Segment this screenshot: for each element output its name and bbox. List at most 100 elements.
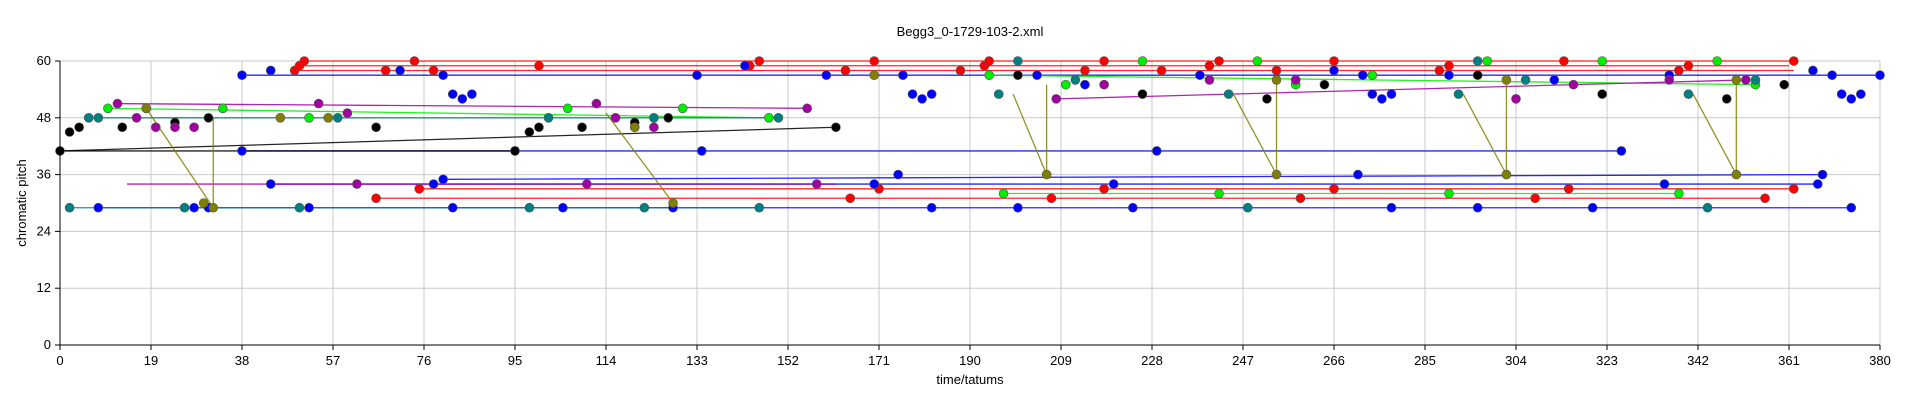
series-olive-point bbox=[668, 198, 678, 208]
series-purple-point bbox=[342, 108, 353, 118]
series-teal-point bbox=[332, 113, 343, 123]
series-red-point bbox=[1530, 193, 1540, 204]
series-blue-point bbox=[692, 70, 702, 80]
y-tick-label: 48 bbox=[37, 110, 51, 125]
series-blue-point bbox=[447, 202, 458, 213]
series-teal-point bbox=[1013, 56, 1023, 66]
chart-title: Begg3_0-1729-103-2.xml bbox=[897, 24, 1044, 39]
series-red-point bbox=[955, 65, 966, 76]
x-axis-title: time/tatums bbox=[936, 372, 1004, 387]
series-red-point bbox=[984, 56, 994, 66]
series-green-point bbox=[304, 113, 314, 123]
y-tick-label: 36 bbox=[37, 167, 51, 182]
series-black-point bbox=[577, 122, 587, 133]
series-blue-point bbox=[237, 146, 247, 156]
series-purple-point bbox=[170, 122, 180, 133]
series-red-point bbox=[1444, 60, 1454, 71]
series-green-point bbox=[998, 188, 1009, 199]
series-blue-point bbox=[237, 70, 247, 80]
y-tick-label: 24 bbox=[37, 223, 51, 238]
series-black-point bbox=[74, 122, 84, 133]
x-tick-label: 228 bbox=[1141, 353, 1163, 368]
series-red-point bbox=[371, 193, 381, 204]
series-black-point bbox=[524, 127, 535, 137]
x-tick-label: 152 bbox=[777, 353, 799, 368]
series-green-point bbox=[1674, 188, 1684, 199]
series-blue-point bbox=[438, 174, 448, 185]
series-green-point bbox=[1060, 79, 1071, 90]
series-purple-point bbox=[649, 122, 659, 133]
grid bbox=[59, 60, 1881, 346]
series-teal-point bbox=[83, 113, 94, 123]
series-black-point bbox=[203, 113, 214, 123]
series-red-point bbox=[299, 56, 310, 66]
series-green-point bbox=[1444, 188, 1454, 199]
series-purple-point bbox=[150, 122, 161, 133]
series-green-point bbox=[1252, 56, 1263, 66]
series-green-point bbox=[677, 103, 688, 114]
series-olive-point bbox=[869, 70, 880, 80]
series-blue-point bbox=[907, 89, 918, 99]
series-blue-point bbox=[1846, 202, 1857, 213]
series-olive-line bbox=[1012, 93, 1048, 175]
series-blue-point bbox=[265, 65, 276, 76]
y-tick-label: 0 bbox=[44, 337, 51, 352]
series-black-point bbox=[1779, 79, 1790, 90]
series-blue-point bbox=[740, 60, 750, 71]
series-blue-point bbox=[1846, 94, 1857, 104]
series-black-point bbox=[371, 122, 381, 133]
series-black-point bbox=[1013, 70, 1023, 80]
x-tick-label: 247 bbox=[1232, 353, 1254, 368]
series-red-point bbox=[1046, 193, 1057, 204]
series-olive-line bbox=[605, 112, 674, 204]
series-green-point bbox=[1482, 56, 1493, 66]
y-tick-label: 12 bbox=[37, 280, 51, 295]
series-blue-point bbox=[1013, 202, 1023, 213]
series-black-point bbox=[534, 122, 544, 133]
series-blue-point bbox=[1659, 179, 1670, 189]
series-green-point bbox=[103, 103, 113, 114]
series-red-point bbox=[869, 56, 880, 66]
series-black-point bbox=[1137, 89, 1148, 99]
series-olive-point bbox=[629, 122, 640, 133]
series-olive-point bbox=[1731, 169, 1742, 180]
series-blue-point bbox=[93, 202, 104, 213]
x-tick-label: 95 bbox=[508, 353, 522, 368]
x-tick-label: 0 bbox=[56, 353, 63, 368]
series-purple-point bbox=[811, 179, 822, 189]
series-red-point bbox=[1434, 65, 1445, 76]
series-black-point bbox=[1262, 94, 1272, 104]
series-blue-point bbox=[447, 89, 458, 99]
series-red-point bbox=[1214, 56, 1224, 66]
series-blue-point bbox=[893, 169, 903, 180]
y-tick-labels: 0 12 24 36 48 60 bbox=[37, 53, 60, 352]
series-green-point bbox=[1712, 56, 1722, 66]
series-blue-point bbox=[1386, 89, 1397, 99]
series-purple-point bbox=[1664, 75, 1675, 85]
series-red-point bbox=[1788, 184, 1799, 194]
series-blue-point bbox=[1080, 79, 1090, 90]
y-axis-title: chromatic pitch bbox=[14, 159, 29, 246]
series-olive-point bbox=[1271, 75, 1282, 85]
series-red-point bbox=[840, 65, 851, 76]
series-blue-point bbox=[926, 202, 937, 213]
series-blue-point bbox=[265, 179, 276, 189]
series-olive-line bbox=[1232, 93, 1278, 175]
series-purple-point bbox=[189, 122, 199, 133]
series-black-point bbox=[1597, 89, 1608, 99]
series-olive-point bbox=[1271, 169, 1282, 180]
series-purple-line bbox=[1056, 79, 1746, 100]
series-teal-point bbox=[543, 113, 554, 123]
series-blue-point bbox=[1353, 169, 1363, 180]
series-blue-point bbox=[1808, 65, 1818, 76]
series-purple-point bbox=[131, 113, 142, 123]
series-black-point bbox=[1472, 70, 1483, 80]
series-olive-point bbox=[1041, 169, 1052, 180]
series-blue-point bbox=[1195, 70, 1205, 80]
series-teal-point bbox=[1750, 75, 1761, 85]
series-red-point bbox=[414, 184, 425, 194]
x-tick-label: 19 bbox=[144, 353, 158, 368]
series-purple-point bbox=[1511, 94, 1521, 104]
series-purple-point bbox=[1568, 79, 1579, 90]
series-black-point bbox=[64, 127, 75, 137]
